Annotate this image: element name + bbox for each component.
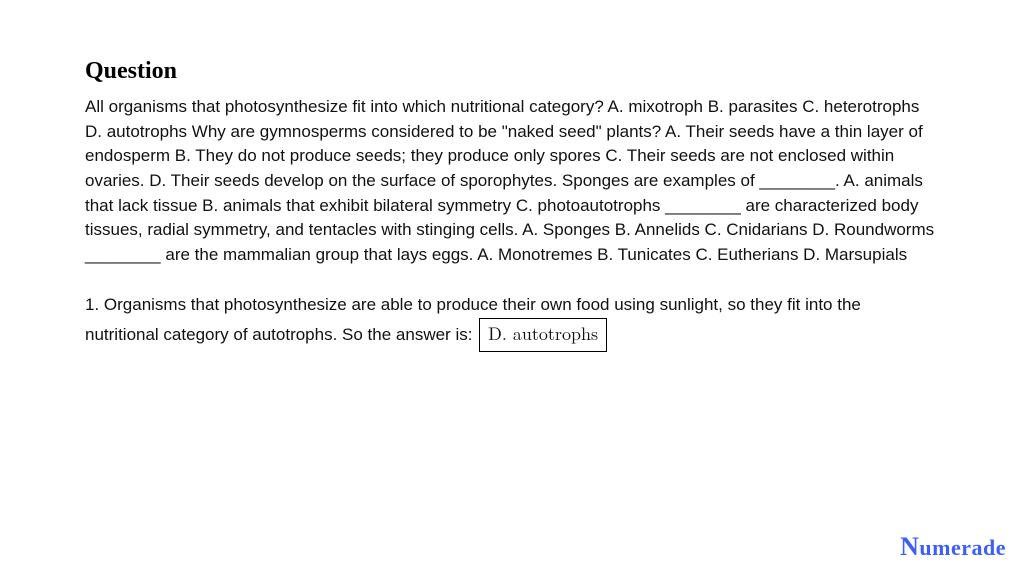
brand-rest: umerade [919, 535, 1006, 560]
answer-paragraph: 1. Organisms that photosynthesize are ab… [85, 293, 939, 352]
answer-prefix: 1. Organisms that photosynthesize are ab… [85, 295, 861, 344]
paragraph-gap [85, 267, 939, 293]
boxed-answer: D. autotrophs [479, 318, 607, 352]
question-heading: Question [85, 58, 939, 85]
question-body: All organisms that photosynthesize fit i… [85, 95, 939, 267]
brand-initial: N [900, 532, 919, 561]
brand-logo: Numerade [900, 532, 1006, 562]
page-container: Question All organisms that photosynthes… [0, 0, 1024, 352]
